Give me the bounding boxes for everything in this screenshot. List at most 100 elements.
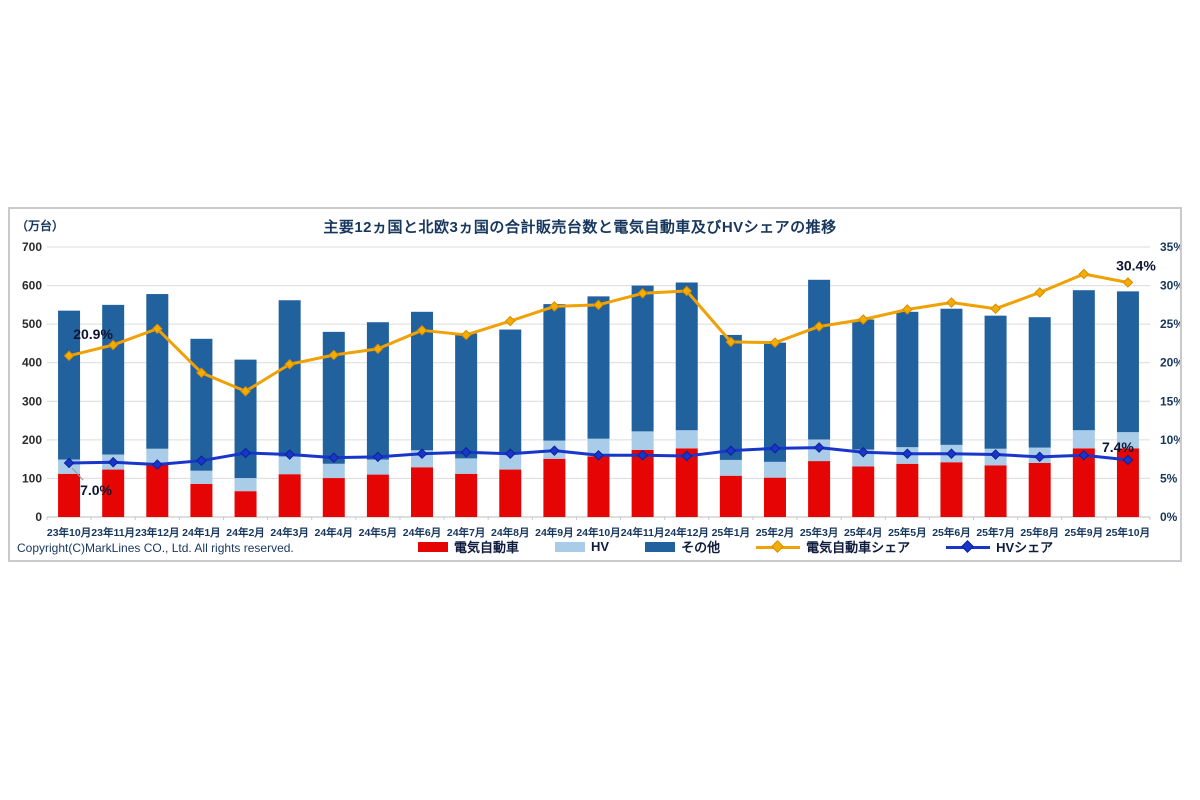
bar-segment-other [852,319,875,450]
x-axis-tick-label: 24年12月 [665,526,709,539]
y-axis-unit-label: （万台） [16,219,65,233]
x-axis-tick-label: 24年6月 [403,526,442,539]
bar-segment-ev [102,469,125,517]
right-axis-tick-label: 0% [1160,510,1178,524]
bar-segment-other [58,310,81,460]
annotation-label: 7.4% [1102,439,1134,455]
bar-segment-ev [322,478,345,517]
right-axis-tick-label: 25% [1160,317,1180,331]
bar-segment-hv [1116,432,1139,449]
bar-segment-ev [852,466,875,517]
ev-share-marker [1122,277,1134,288]
bar-segment-other [1072,290,1095,431]
bar-segment-ev [675,448,698,517]
right-axis-tick-label: 5% [1160,471,1178,485]
bar-segment-hv [499,454,522,470]
ev-share-line-swatch [756,539,801,553]
hv-share-marker [725,445,737,456]
hv-share-line-swatch [946,539,991,553]
bar-segment-ev [455,473,478,517]
left-axis-tick-label: 500 [22,317,42,331]
x-axis-tick-label: 24年8月 [491,526,530,539]
hv-share-marker [857,446,869,458]
bar-segment-hv [1072,430,1095,449]
right-axis-tick-label: 20% [1160,356,1180,370]
hv-share-marker [107,456,119,468]
left-axis-tick-label: 100 [22,471,42,485]
bar-segment-hv [587,438,610,457]
ev-share-marker [857,314,869,325]
left-axis-tick-label: 0 [35,510,42,524]
bar-segment-ev [631,449,654,517]
hv-share-marker [637,449,648,461]
hv-share-marker [460,446,472,458]
bar-segment-other [411,311,434,451]
bar-segment-ev [719,475,742,517]
x-axis-tick-label: 23年10月 [47,526,91,539]
x-axis-tick-label: 24年2月 [226,526,265,539]
hv-share-marker [902,448,913,460]
ev-share-marker [593,299,604,311]
bar-segment-hv [190,470,213,484]
bar-segment-other [234,359,257,479]
bar-segment-hv [719,459,742,476]
bar-segment-ev [499,469,522,517]
bar-segment-ev [984,465,1007,517]
bar-segment-hv [763,461,786,478]
x-axis-tick-label: 25年8月 [1020,526,1059,539]
hv-share-marker [328,452,340,463]
left-axis-tick-label: 600 [22,279,42,293]
bar-segment-ev [58,473,81,517]
bar-segment-ev [808,461,831,517]
x-axis-tick-label: 23年11月 [91,526,135,539]
bar-segment-other [587,296,610,439]
ev-share-marker [151,323,163,335]
hv-share-marker [196,455,207,466]
x-axis-tick-label: 24年4月 [315,526,354,539]
bar-segment-other [675,282,698,431]
hv-share-marker [1034,451,1046,463]
ev-share-marker [902,304,913,315]
legend-item-other: その他 [645,537,720,556]
chart-panel: 0 0% 100 5% 200 10% 300 15% 400 20% 500 25% 600 30% 70… [8,207,1182,562]
annotation-leader-line [71,467,84,481]
ev-share-marker [681,285,693,297]
hv-share-marker [946,448,957,460]
x-axis-tick-label: 25年6月 [932,526,971,539]
annotation-label: 30.4% [1116,257,1156,273]
bar-segment-ev [1116,448,1139,517]
hv-share-marker [593,449,604,461]
left-axis-tick-label: 300 [22,394,42,408]
legend-item-ev: 電気自動車 [418,537,519,556]
ev-share-marker [63,350,75,362]
hv-share-marker [769,443,781,454]
bar-segment-ev [543,458,566,517]
ev-share-marker [946,297,957,308]
x-axis-tick-label: 24年7月 [447,526,486,539]
x-axis-tick-label: 24年10月 [576,526,620,539]
hv-share-marker [372,451,384,463]
left-axis-tick-label: 400 [22,356,42,370]
ev-share-marker [196,367,207,379]
hv-share-marker [63,457,75,469]
right-axis-tick-label: 15% [1160,394,1180,408]
x-axis-tick-label: 25年4月 [844,526,883,539]
bar-segment-other [455,333,478,459]
left-axis-tick-label: 700 [22,240,42,254]
bar-segment-other [1028,317,1051,448]
x-axis-tick-label: 24年3月 [270,526,309,539]
bar-segment-ev [1072,448,1095,517]
x-axis-tick-label: 25年5月 [888,526,927,539]
chart-title: 主要12ヵ国と北欧3ヵ国の合計販売台数と電気自動車及びHVシェアの推移 [323,219,837,236]
legend-item-hv-share: HVシェア [946,537,1053,556]
bar-segment-other [719,334,742,460]
bar-segment-other [322,331,345,464]
hv-share-marker [284,449,295,460]
bar-segment-hv [322,463,345,479]
hv-share-marker [240,447,251,459]
bar-segment-ev [896,463,919,517]
legend-item-hv: HV [555,539,609,554]
x-axis-tick-label: 24年5月 [359,526,398,539]
bar-segment-ev [587,456,610,517]
bar-segment-other [146,294,169,449]
